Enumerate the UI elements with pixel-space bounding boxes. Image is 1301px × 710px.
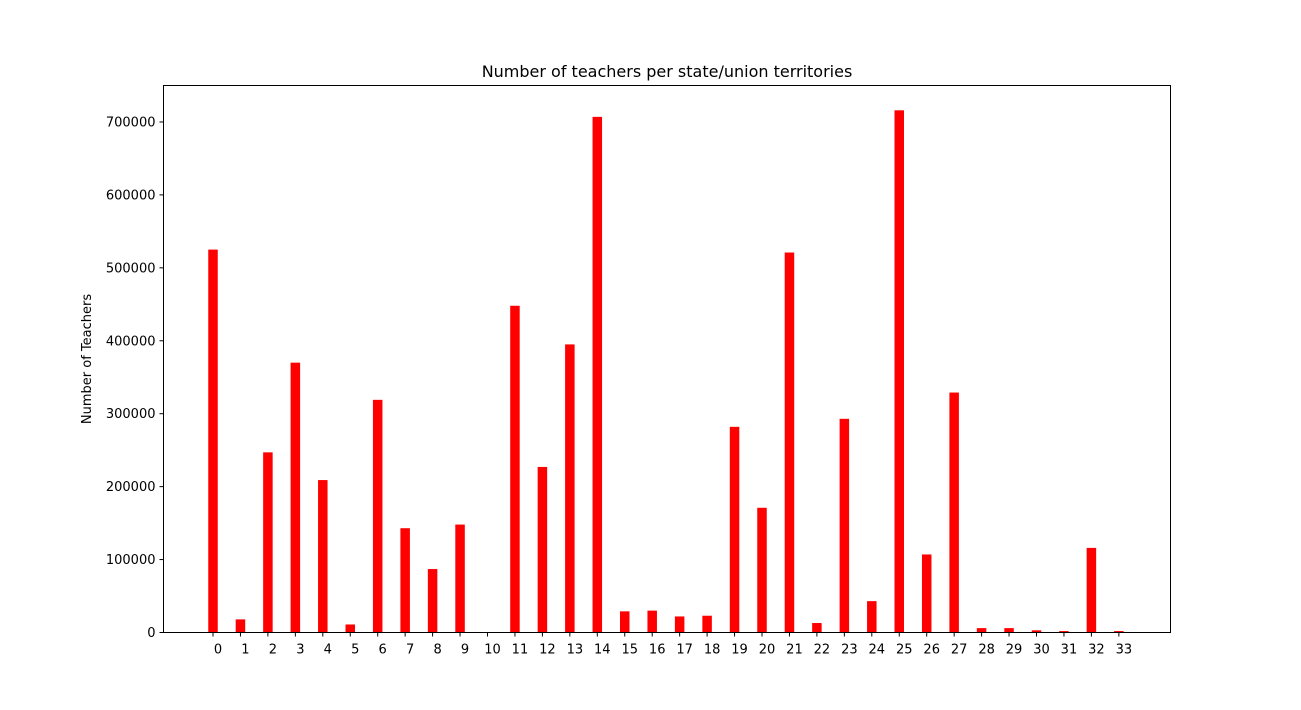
plot-frame [163, 85, 1171, 633]
bar-26 [921, 554, 932, 633]
bar-21 [784, 252, 795, 633]
x-tick-label: 20 [759, 643, 776, 658]
x-tick-label: 21 [786, 643, 803, 658]
x-tick-label: 19 [731, 643, 748, 658]
bar-33 [1114, 631, 1124, 633]
bar-0 [208, 249, 218, 633]
bar-5 [345, 624, 355, 633]
x-tick-label: 3 [296, 643, 304, 658]
x-tick-label: 18 [704, 643, 721, 658]
bar-16 [647, 610, 657, 633]
x-tick-label: 26 [923, 643, 940, 658]
bar-9 [455, 524, 465, 633]
bar-30 [1031, 630, 1042, 633]
bar-8 [427, 569, 438, 633]
y-axis-ticks: 0 100000 200000 300000 400000 500000 600000 700… [106, 115, 164, 641]
bar-28 [976, 628, 987, 633]
bar-32 [1086, 547, 1097, 633]
x-tick-label: 13 [567, 643, 584, 658]
y-axis-label: Number of Teachers [80, 294, 95, 424]
bar-7 [400, 528, 410, 633]
bar-22 [812, 623, 822, 633]
x-tick-label: 0 [214, 643, 222, 658]
x-tick-label: 12 [539, 643, 556, 658]
x-tick-label: 4 [324, 643, 332, 658]
x-tick-label: 9 [461, 643, 469, 658]
y-tick-label: 300000 [106, 407, 156, 422]
bar-23 [839, 418, 850, 633]
bar-12 [537, 466, 548, 633]
x-tick-label: 11 [512, 643, 529, 658]
x-tick-label: 28 [978, 643, 995, 658]
y-tick-label: 600000 [106, 188, 156, 203]
x-tick-label: 17 [676, 643, 693, 658]
y-tick-label: 400000 [106, 334, 156, 349]
x-tick-label: 15 [621, 643, 638, 658]
x-tick-label: 27 [951, 643, 968, 658]
x-tick-label: 29 [1006, 643, 1023, 658]
x-tick-label: 32 [1088, 643, 1105, 658]
y-tick-label: 100000 [106, 553, 156, 568]
bar-29 [1004, 628, 1014, 633]
x-tick-label: 7 [406, 643, 414, 658]
bar-11 [510, 305, 520, 633]
bar-18 [702, 615, 712, 633]
bar-27 [949, 392, 959, 633]
x-tick-label: 6 [379, 643, 387, 658]
x-tick-label: 10 [484, 643, 501, 658]
bar-15 [620, 611, 630, 633]
x-tick-label: 8 [433, 643, 441, 658]
x-tick-label: 22 [814, 643, 831, 658]
bar-25 [894, 110, 904, 633]
x-tick-label: 25 [896, 643, 913, 658]
x-tick-label: 23 [841, 643, 858, 658]
x-axis-ticks: 0 1 2 3 4 5 6 7 8 9 10 11 12 13 14 15 16 17 18 19 20 21 22 23 24… [212, 632, 1133, 658]
bar-4 [318, 480, 328, 633]
y-tick-label: 700000 [106, 115, 156, 130]
bar-14 [592, 116, 603, 633]
bar-2 [263, 452, 273, 633]
bars-group [208, 110, 1124, 633]
x-tick-label: 33 [1116, 643, 1133, 658]
chart-title: Number of teachers per state/union terri… [482, 62, 853, 81]
x-tick-label: 30 [1033, 643, 1050, 658]
bar-31 [1059, 631, 1069, 633]
bar-17 [674, 616, 685, 633]
x-tick-label: 1 [241, 643, 249, 658]
y-tick-label: 500000 [106, 261, 156, 276]
y-tick-label: 0 [147, 626, 155, 641]
bar-19 [729, 426, 740, 633]
bar-6 [372, 399, 383, 633]
bar-13 [565, 344, 575, 633]
x-tick-label: 16 [649, 643, 666, 658]
x-tick-label: 5 [351, 643, 359, 658]
bar-24 [867, 601, 877, 633]
bar-3 [290, 362, 301, 633]
bar-1 [235, 619, 246, 633]
x-tick-label: 14 [594, 643, 611, 658]
bar-20 [757, 507, 767, 633]
y-tick-label: 200000 [106, 480, 156, 495]
x-tick-label: 2 [269, 643, 277, 658]
x-tick-label: 24 [869, 643, 886, 658]
x-tick-label: 31 [1061, 643, 1078, 658]
